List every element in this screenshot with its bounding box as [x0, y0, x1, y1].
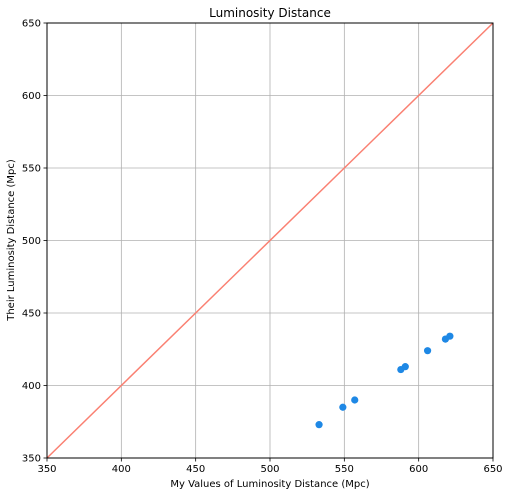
reference-line-group — [46, 22, 494, 459]
x-tick-label: 450 — [186, 464, 205, 475]
x-tick-label: 550 — [335, 464, 354, 475]
x-tick-label: 500 — [260, 464, 279, 475]
data-point — [446, 332, 454, 340]
y-tick-label: 400 — [22, 381, 41, 392]
y-axis-label: Their Luminosity Distance (Mpc) — [6, 159, 17, 322]
y-tick-label: 450 — [22, 309, 41, 320]
data-point — [351, 396, 359, 404]
data-point — [339, 403, 347, 411]
x-tick-label: 600 — [409, 464, 428, 475]
x-axis-label: My Values of Luminosity Distance (Mpc) — [170, 479, 369, 490]
reference-line — [46, 22, 494, 459]
data-point — [315, 421, 323, 429]
y-tick-label: 350 — [22, 454, 41, 465]
data-points — [315, 332, 454, 429]
y-tick-label: 650 — [22, 19, 41, 30]
y-axis-ticks: 350 400 450 500 550 600 650 — [22, 19, 47, 465]
y-tick-label: 500 — [22, 236, 41, 247]
x-tick-label: 400 — [112, 464, 131, 475]
data-point — [401, 363, 409, 371]
data-point — [423, 347, 432, 355]
x-axis-ticks: 350 400 450 500 550 600 650 — [37, 458, 503, 475]
y-tick-label: 550 — [22, 164, 41, 175]
chart-title: Luminosity Distance — [209, 6, 331, 20]
y-tick-label: 600 — [22, 91, 41, 102]
x-tick-label: 350 — [37, 464, 56, 475]
x-tick-label: 650 — [483, 464, 502, 475]
